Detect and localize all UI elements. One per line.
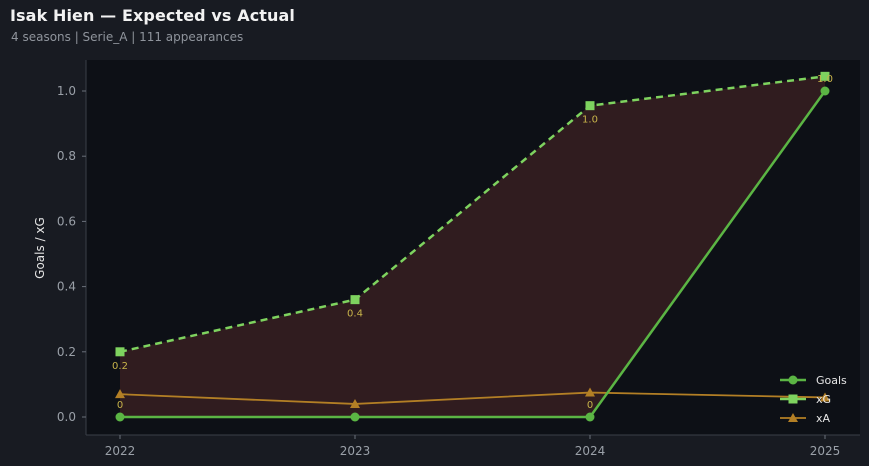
xg-marker bbox=[115, 347, 125, 357]
xa-marker bbox=[585, 387, 595, 397]
xg-marker bbox=[820, 71, 830, 81]
xa-marker bbox=[115, 389, 125, 399]
x-tick-label: 2025 bbox=[810, 444, 841, 458]
xa-marker bbox=[350, 398, 360, 408]
goals-marker bbox=[350, 412, 360, 422]
xg-series-line bbox=[119, 75, 826, 354]
x-tick-label: 2023 bbox=[340, 444, 371, 458]
y-tick-label: 0.6 bbox=[57, 214, 76, 228]
x-tick-label: 2024 bbox=[575, 444, 606, 458]
legend-label: xA bbox=[816, 412, 831, 425]
xg-marker bbox=[585, 101, 595, 111]
goals-marker bbox=[820, 86, 830, 96]
goals-data-label: 0 bbox=[117, 400, 123, 411]
x-tick-label: 2022 bbox=[105, 444, 136, 458]
chart-title: Isak Hien — Expected vs Actual bbox=[10, 6, 296, 25]
y-axis-title: Goals / xG bbox=[33, 217, 47, 279]
goals-series-line bbox=[120, 90, 827, 419]
y-tick-label: 1.0 bbox=[57, 84, 76, 98]
y-tick-label: 0.0 bbox=[57, 410, 76, 424]
xg-data-label: 0.4 bbox=[347, 309, 363, 320]
goals-data-label: 0 bbox=[587, 400, 593, 411]
goals-marker bbox=[585, 412, 595, 422]
goals-marker bbox=[115, 412, 125, 422]
legend-marker bbox=[788, 375, 798, 385]
legend-label: xG bbox=[816, 393, 831, 406]
legend-marker bbox=[788, 413, 798, 422]
xa-marker bbox=[820, 392, 830, 402]
y-tick-label: 0.2 bbox=[57, 345, 76, 359]
xg-data-label: 0.2 bbox=[112, 361, 128, 372]
chart-subtitle: 4 seasons | Serie_A | 111 appearances bbox=[11, 30, 244, 44]
y-tick-label: 0.4 bbox=[57, 280, 76, 294]
y-tick-label: 0.8 bbox=[57, 149, 76, 163]
xg-gap-fill bbox=[120, 76, 825, 417]
goals-data-label: 1.0 bbox=[817, 74, 833, 85]
xa-series-line bbox=[119, 391, 826, 405]
legend-label: Goals bbox=[816, 374, 847, 387]
xg-data-label: 1.0 bbox=[582, 115, 598, 126]
xg-marker bbox=[350, 295, 360, 305]
legend-marker bbox=[788, 394, 798, 404]
